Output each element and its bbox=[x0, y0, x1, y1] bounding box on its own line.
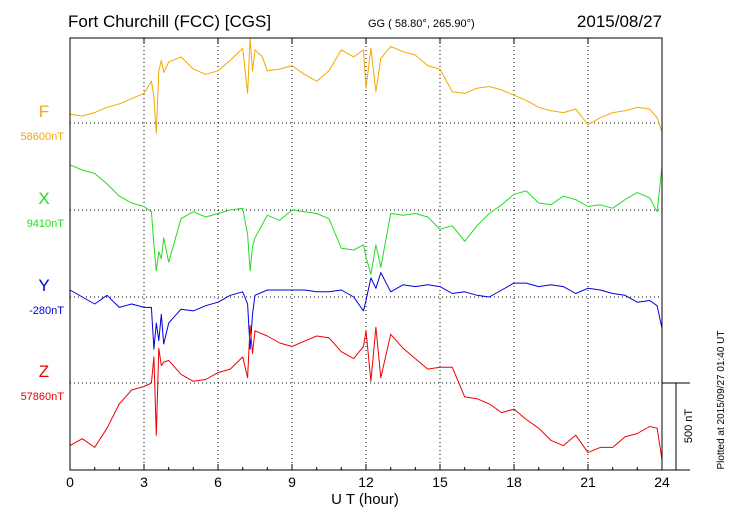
x-tick-label: 0 bbox=[66, 474, 74, 490]
x-axis-ticks: 0 3 6 9 12 15 18 21 24 bbox=[66, 38, 670, 490]
x-tick-label: 12 bbox=[358, 474, 374, 490]
series-line-x bbox=[69, 164, 663, 275]
channel-baseline-y: -280nT bbox=[29, 305, 64, 317]
channel-labels: F 58600nT X 9410nT Y -280nT Z 57860nT bbox=[21, 102, 65, 403]
x-tick-label: 15 bbox=[432, 474, 448, 490]
series-line-f bbox=[69, 37, 663, 134]
date-label: 2015/08/27 bbox=[577, 12, 662, 31]
channel-baseline-f: 58600nT bbox=[21, 131, 65, 143]
x-tick-label: 9 bbox=[288, 474, 296, 490]
channel-name-f: F bbox=[39, 102, 49, 121]
x-tick-label: 3 bbox=[140, 474, 148, 490]
channel-baseline-z: 57860nT bbox=[21, 391, 65, 403]
channel-name-y: Y bbox=[38, 276, 49, 295]
x-axis-label: U T (hour) bbox=[331, 491, 399, 508]
x-tick-label: 21 bbox=[580, 474, 596, 490]
grid-lines bbox=[70, 38, 662, 470]
series-line-y bbox=[69, 272, 663, 350]
channel-name-z: Z bbox=[39, 362, 49, 381]
scale-bar: 500 nT bbox=[662, 382, 695, 471]
scale-label: 500 nT bbox=[683, 409, 695, 444]
x-tick-label: 6 bbox=[214, 474, 222, 490]
x-tick-label: 18 bbox=[506, 474, 522, 490]
x-tick-label: 24 bbox=[654, 474, 670, 490]
channel-name-x: X bbox=[38, 189, 49, 208]
station-title: Fort Churchill (FCC) [CGS] bbox=[68, 12, 271, 31]
plotted-note: Plotted at 2015/09/27 01:40 UT bbox=[716, 331, 727, 470]
series-line-z bbox=[69, 325, 663, 460]
channel-baseline-x: 9410nT bbox=[27, 218, 65, 230]
coords-label: GG ( 58.80°, 265.90°) bbox=[368, 18, 475, 30]
series-lines bbox=[69, 37, 663, 460]
